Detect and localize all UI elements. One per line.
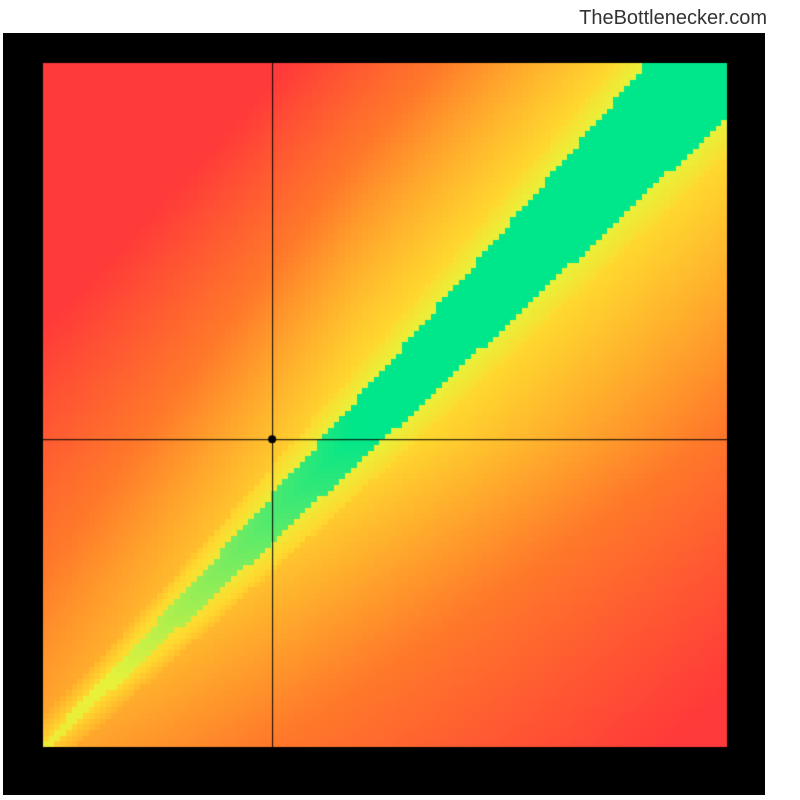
heatmap-canvas [3,33,765,795]
figure-container: TheBottlenecker.com [0,0,800,800]
watermark-text: TheBottlenecker.com [579,7,767,30]
heatmap-frame [3,33,765,795]
